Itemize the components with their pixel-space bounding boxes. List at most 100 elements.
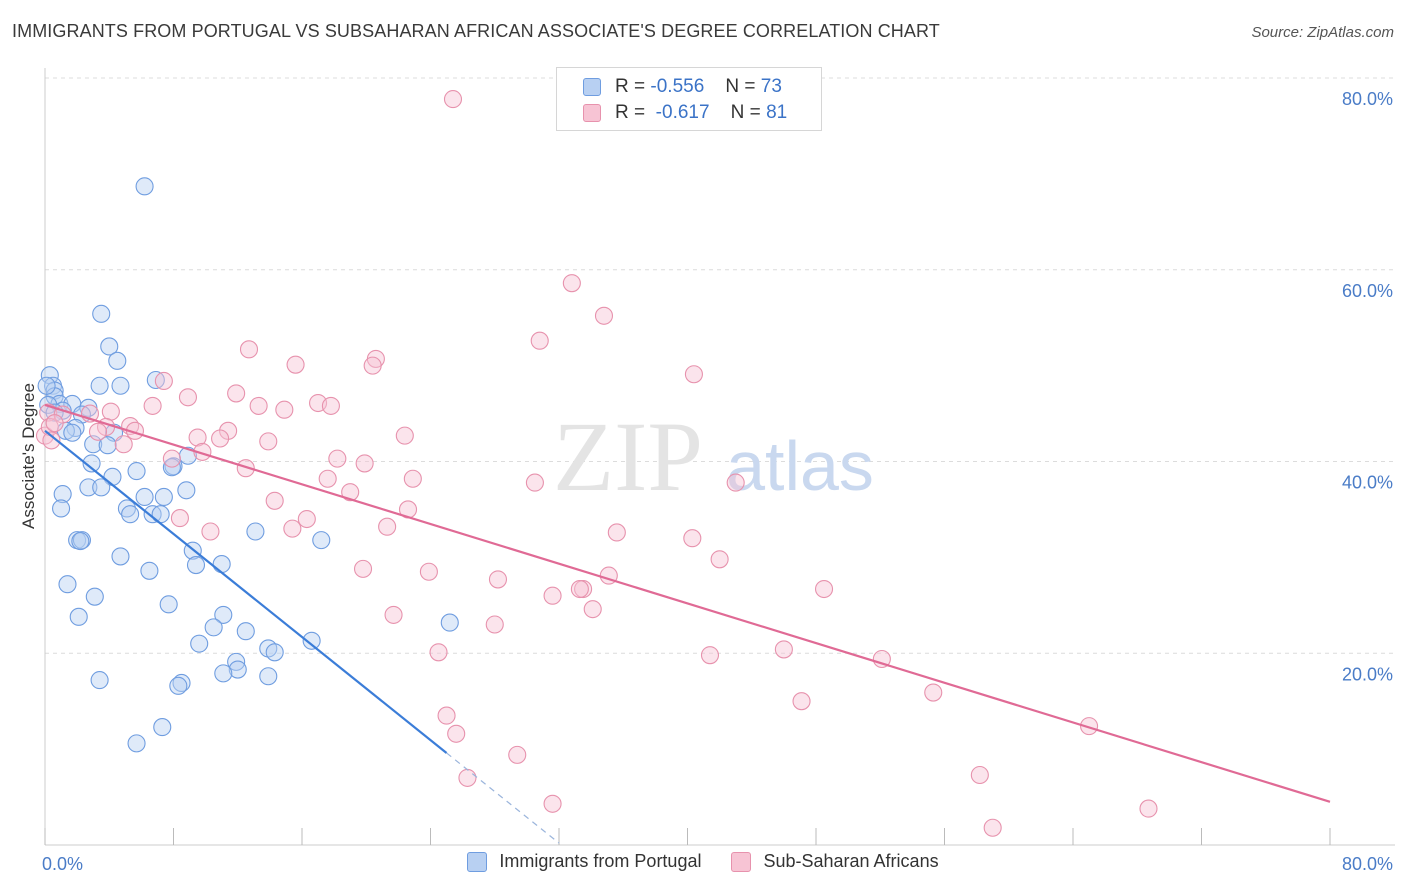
data-point-subsaharan <box>114 435 133 454</box>
data-point-subsaharan <box>162 449 181 468</box>
legend-n-label: N = <box>730 102 761 123</box>
data-point-subsaharan <box>265 491 284 510</box>
series-subsaharan-points <box>35 90 1158 837</box>
data-point-portugal <box>177 481 196 500</box>
legend-r-value: -0.617 <box>655 102 710 123</box>
data-point-subsaharan <box>458 768 477 787</box>
data-point-portugal <box>172 673 191 693</box>
data-point-subsaharan <box>543 586 562 605</box>
data-point-subsaharan <box>814 579 834 599</box>
data-point-portugal <box>246 522 265 541</box>
data-point-portugal <box>153 718 172 737</box>
data-point-subsaharan <box>170 509 189 528</box>
watermark-zip: ZIP <box>553 401 703 512</box>
data-point-portugal <box>140 561 159 580</box>
data-point-subsaharan <box>983 818 1002 837</box>
data-point-subsaharan <box>607 523 626 542</box>
data-point-portugal <box>228 660 247 679</box>
data-point-portugal <box>98 436 117 455</box>
series-portugal-points <box>37 177 459 753</box>
data-point-subsaharan <box>318 469 337 488</box>
data-point-portugal <box>312 531 331 550</box>
data-point-subsaharan <box>710 550 729 569</box>
data-point-portugal <box>111 547 130 566</box>
data-point-portugal <box>159 595 178 614</box>
data-point-portugal <box>214 664 233 683</box>
data-point-subsaharan <box>684 365 703 384</box>
legend-item-subsaharan: Sub-Saharan Africans <box>731 851 939 872</box>
data-point-portugal <box>186 555 206 575</box>
legend-label-subsaharan: Sub-Saharan Africans <box>763 851 939 871</box>
y-tick-label: 60.0% <box>1342 281 1393 301</box>
data-point-portugal <box>259 667 278 686</box>
data-point-portugal <box>90 376 109 395</box>
data-point-portugal <box>127 734 146 753</box>
y-axis-label: Associate's Degree <box>19 383 38 529</box>
data-point-subsaharan <box>429 643 448 662</box>
data-point-portugal <box>111 376 130 395</box>
data-point-subsaharan <box>583 600 602 619</box>
axes <box>44 68 1395 846</box>
legend-swatch-subsaharan <box>731 851 752 872</box>
x-tick-label: 0.0% <box>42 854 83 874</box>
data-point-subsaharan <box>378 517 397 536</box>
data-point-portugal <box>72 531 91 550</box>
data-point-portugal <box>164 457 183 476</box>
legend-n-label: N = <box>725 76 756 97</box>
data-point-subsaharan <box>363 356 382 375</box>
data-point-portugal <box>190 634 209 653</box>
data-point-subsaharan <box>924 683 943 702</box>
data-point-subsaharan <box>1139 799 1158 818</box>
data-point-subsaharan <box>384 605 403 624</box>
data-point-subsaharan <box>774 640 793 659</box>
data-point-portugal <box>135 177 154 196</box>
trend-line-portugal <box>44 429 448 754</box>
data-point-portugal <box>100 337 119 356</box>
data-point-portugal <box>92 478 111 497</box>
data-point-subsaharan <box>437 706 456 725</box>
data-point-portugal <box>92 304 111 323</box>
data-point-subsaharan <box>508 745 527 764</box>
data-point-subsaharan <box>201 522 220 541</box>
data-point-portugal <box>214 605 233 624</box>
legend-n-value: 81 <box>766 102 788 123</box>
data-point-subsaharan <box>447 724 466 743</box>
trend-lines <box>44 403 1331 844</box>
data-point-portugal <box>79 478 98 497</box>
data-point-subsaharan <box>188 428 207 447</box>
stats-legend: R = -0.556 N = 73 R = -0.617 N = 81 <box>556 67 822 131</box>
trend-line-subsaharan <box>44 403 1331 803</box>
data-point-portugal <box>154 487 173 507</box>
data-point-portugal <box>212 555 231 574</box>
series-legend: Immigrants from Portugal Sub-Saharan Afr… <box>0 851 1406 872</box>
data-point-subsaharan <box>485 615 504 634</box>
data-point-portugal <box>169 676 188 695</box>
legend-swatch-subsaharan <box>583 104 601 122</box>
data-point-portugal <box>440 613 459 632</box>
data-point-subsaharan <box>45 414 64 433</box>
data-point-subsaharan <box>594 306 614 325</box>
data-point-subsaharan <box>395 426 414 445</box>
data-point-portugal <box>37 376 56 395</box>
data-point-subsaharan <box>1080 717 1099 736</box>
data-point-subsaharan <box>249 396 268 415</box>
data-point-subsaharan <box>792 692 811 711</box>
chart-source: Source: ZipAtlas.com <box>1251 24 1394 41</box>
data-point-subsaharan <box>236 459 255 478</box>
legend-swatch-portugal <box>583 78 601 96</box>
data-point-subsaharan <box>562 274 581 293</box>
data-point-subsaharan <box>700 646 720 665</box>
data-point-portugal <box>204 618 223 637</box>
y-tick-label: 80.0% <box>1342 89 1393 109</box>
legend-r-label: R = <box>615 76 646 97</box>
data-point-subsaharan <box>283 519 302 538</box>
data-point-subsaharan <box>286 355 305 374</box>
data-point-portugal <box>127 462 146 481</box>
data-point-portugal <box>236 622 255 641</box>
data-point-subsaharan <box>353 559 373 578</box>
watermark-atlas: atlas <box>726 427 874 505</box>
data-point-portugal <box>265 643 284 662</box>
legend-n-value: 73 <box>760 76 782 97</box>
data-point-subsaharan <box>239 340 259 359</box>
